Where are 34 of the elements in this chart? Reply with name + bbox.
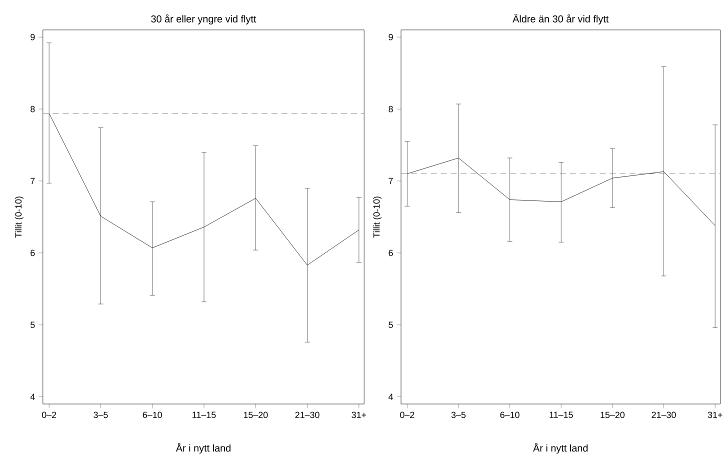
y-tick-label: 5 [30, 322, 35, 328]
y-tick-label: 5 [388, 322, 393, 328]
chart-title: Äldre än 30 år vid flytt [512, 14, 609, 25]
line-series [48, 113, 360, 266]
y-tick-label: 8 [388, 106, 393, 112]
x-tick-label: 15–20 [600, 412, 625, 418]
y-tick-label: 8 [30, 106, 35, 112]
x-axis-title: År i nytt land [176, 442, 230, 454]
x-tick-label: 15–20 [244, 412, 268, 418]
y-tick-label: 7 [30, 178, 35, 184]
x-tick-label: 6–10 [142, 412, 162, 418]
y-tick-label: 4 [388, 394, 393, 400]
y-tick-label: 6 [30, 250, 35, 256]
x-tick-label: 0–2 [42, 412, 56, 418]
y-tick-label: 6 [388, 250, 393, 256]
y-tick-label: 7 [388, 178, 393, 184]
x-tick-label: 3–5 [94, 412, 108, 418]
x-tick-label: 21–30 [652, 412, 676, 418]
y-tick-label: 4 [30, 394, 35, 400]
x-tick-label: 21–30 [295, 412, 320, 418]
x-tick-label: 6–10 [500, 412, 520, 418]
line-series [406, 158, 716, 226]
y-tick-label: 9 [388, 34, 393, 40]
x-tick-label: 11–15 [192, 412, 216, 418]
y-tick-label: 9 [30, 34, 35, 40]
y-axis-title: Tillit (0-10) [15, 196, 24, 238]
x-tick-label: 31+ [352, 412, 366, 418]
x-tick-label: 0–2 [400, 412, 414, 418]
x-tick-label: 3–5 [451, 412, 466, 418]
x-axis-title: År i nytt land [533, 442, 588, 454]
x-tick-label: 11–15 [550, 412, 573, 418]
y-axis-title: Tillit (0-10) [373, 196, 382, 238]
chart-title: 30 år eller yngre vid flytt [151, 14, 256, 25]
x-tick-label: 31+ [708, 412, 722, 418]
